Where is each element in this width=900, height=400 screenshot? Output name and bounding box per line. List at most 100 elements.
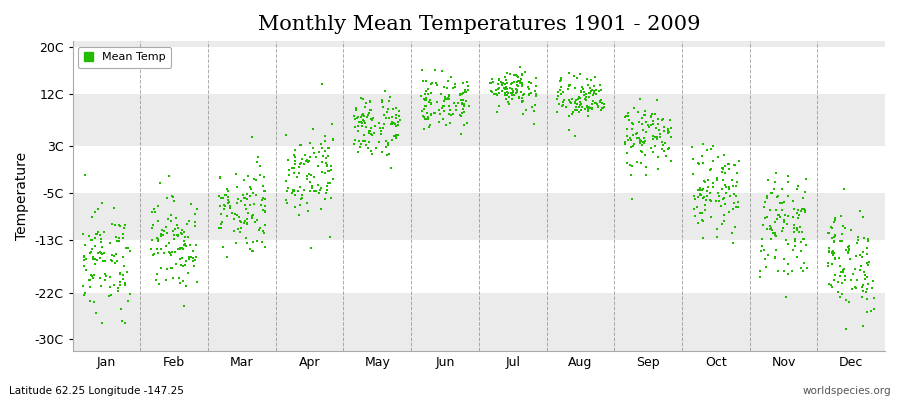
Point xyxy=(164,251,178,258)
Point xyxy=(379,144,393,150)
Point xyxy=(551,89,565,95)
Point xyxy=(314,206,328,212)
Point xyxy=(448,81,463,87)
Point xyxy=(94,320,109,326)
Point xyxy=(518,69,532,76)
Point xyxy=(643,123,657,130)
Point xyxy=(654,116,669,123)
Point xyxy=(860,259,874,266)
Point xyxy=(221,198,236,205)
Point xyxy=(280,200,294,206)
Point xyxy=(459,89,473,95)
Point xyxy=(418,95,433,101)
Point xyxy=(688,196,702,202)
Point xyxy=(444,74,458,80)
Point xyxy=(86,213,100,220)
Point xyxy=(86,254,101,260)
Point xyxy=(418,88,433,94)
Point xyxy=(306,126,320,132)
Point xyxy=(222,205,237,211)
Point xyxy=(437,84,452,90)
Point xyxy=(378,88,392,94)
Point xyxy=(320,187,335,193)
Point xyxy=(838,273,852,279)
Point xyxy=(507,92,521,98)
Point xyxy=(442,103,456,109)
Point xyxy=(318,133,332,139)
Point xyxy=(661,126,675,132)
Point xyxy=(717,163,732,169)
Point xyxy=(82,233,96,240)
Point xyxy=(158,277,173,283)
Point xyxy=(166,275,180,282)
Point xyxy=(302,154,317,161)
Point xyxy=(257,203,272,209)
Point xyxy=(491,85,506,92)
Point xyxy=(245,248,259,254)
Point xyxy=(778,236,793,243)
Point xyxy=(304,185,319,192)
Point xyxy=(150,203,165,209)
Point xyxy=(418,96,433,103)
Point xyxy=(173,244,187,251)
Point xyxy=(156,232,170,238)
Point xyxy=(575,104,590,110)
Point xyxy=(357,103,372,110)
Point xyxy=(504,90,518,97)
Point xyxy=(417,126,431,132)
Point xyxy=(431,118,446,125)
Point xyxy=(457,101,472,107)
Point xyxy=(561,86,575,92)
Point xyxy=(593,99,608,106)
Point xyxy=(512,78,526,85)
Point xyxy=(822,247,836,254)
Point xyxy=(585,100,599,107)
Point xyxy=(780,221,795,228)
Point xyxy=(389,114,403,121)
Point xyxy=(495,82,509,88)
Point xyxy=(256,174,271,180)
Point xyxy=(726,240,741,246)
Point xyxy=(651,154,665,160)
Point xyxy=(318,196,332,202)
Point xyxy=(96,258,111,264)
Point xyxy=(248,177,263,184)
Point xyxy=(755,242,770,249)
Point xyxy=(300,157,314,163)
Point xyxy=(555,89,570,96)
Point xyxy=(454,110,469,117)
Point xyxy=(781,213,796,219)
Point xyxy=(150,246,165,252)
Point xyxy=(382,114,396,121)
Point xyxy=(839,326,853,332)
Point xyxy=(245,134,259,140)
Point xyxy=(295,192,310,198)
Point xyxy=(597,101,611,108)
Point xyxy=(844,286,859,292)
Point xyxy=(107,222,122,228)
Point xyxy=(284,190,299,196)
Point xyxy=(505,92,519,99)
Point xyxy=(279,178,293,184)
Point xyxy=(256,228,270,234)
Point xyxy=(778,294,793,300)
Point xyxy=(104,284,118,290)
Point xyxy=(357,120,372,126)
Point xyxy=(794,248,808,254)
Point xyxy=(752,274,767,280)
Point xyxy=(164,252,178,258)
Point xyxy=(238,202,252,208)
Point xyxy=(363,107,377,114)
Point xyxy=(213,203,228,209)
Point xyxy=(377,112,392,118)
Point xyxy=(246,212,260,218)
Point xyxy=(495,80,509,87)
Point xyxy=(255,239,269,246)
Point xyxy=(839,246,853,253)
Point xyxy=(361,112,375,118)
Point xyxy=(556,102,571,108)
Point xyxy=(433,111,447,118)
Point xyxy=(796,260,811,266)
Point xyxy=(221,194,236,200)
Point xyxy=(174,230,188,236)
